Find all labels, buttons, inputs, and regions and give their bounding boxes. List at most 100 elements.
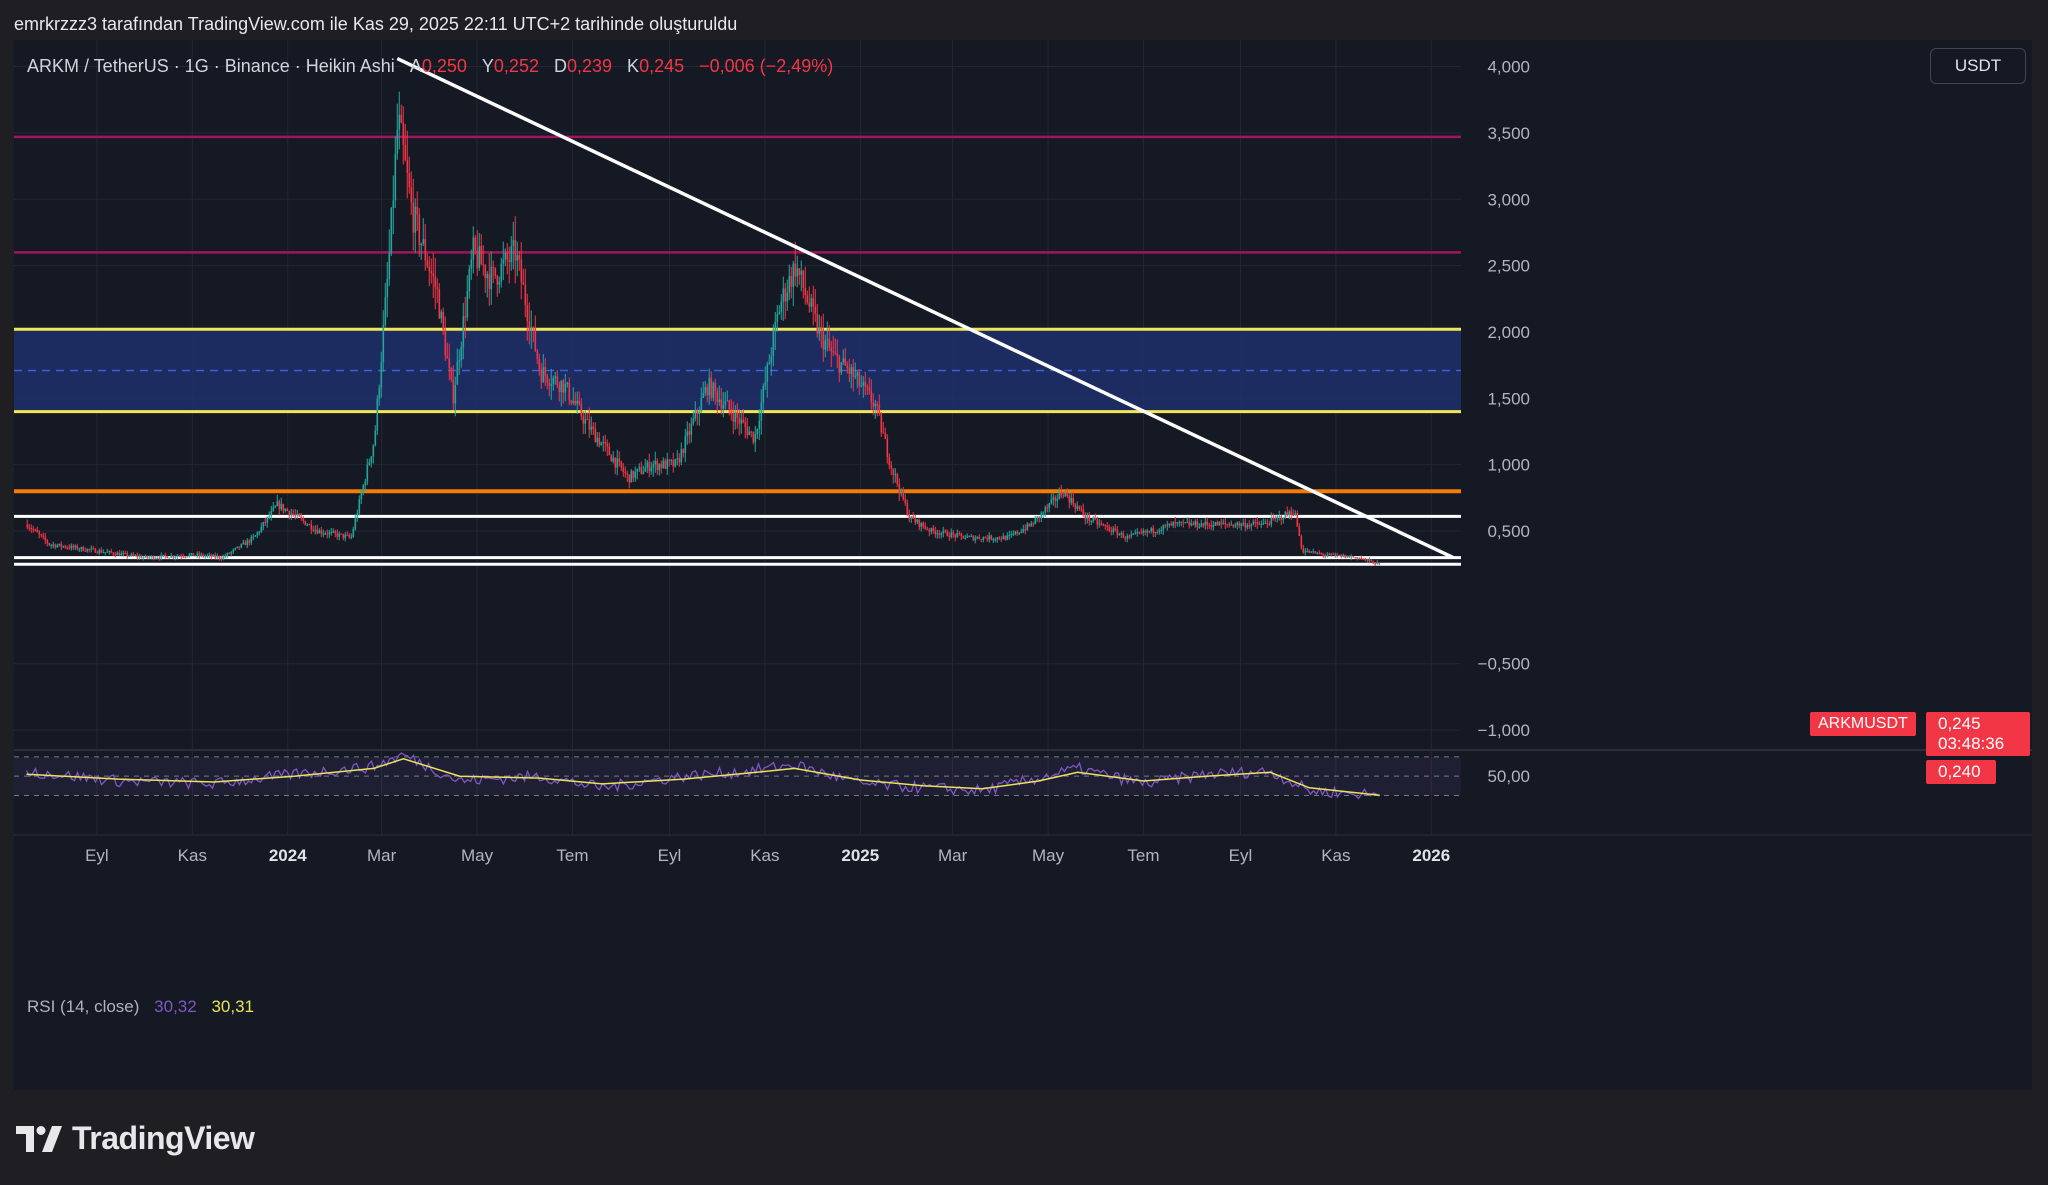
x-tick-label: Tem: [556, 846, 588, 865]
candle-body: [538, 358, 541, 370]
candle-body: [172, 555, 175, 558]
candle-body: [704, 387, 707, 394]
candle-body: [892, 468, 895, 475]
candle-body: [920, 522, 923, 527]
candle-body: [230, 551, 233, 554]
y-tick-label: 3,500: [1487, 124, 1530, 143]
candle-body: [116, 552, 119, 556]
candle-body: [488, 274, 491, 290]
candle-body: [222, 556, 225, 559]
candle-body: [498, 281, 501, 285]
candle-body: [934, 531, 937, 535]
candle-body: [210, 554, 213, 557]
candle-body: [1224, 522, 1227, 524]
candle-body: [520, 259, 523, 283]
candle-body: [668, 459, 671, 461]
candle-body: [702, 393, 705, 398]
candle-body: [558, 385, 561, 392]
candle-body: [94, 548, 97, 553]
candle-body: [1306, 550, 1309, 552]
candle-body: [1098, 523, 1101, 525]
candle-body: [630, 470, 633, 483]
candle-body: [296, 514, 299, 516]
candle-body: [260, 526, 263, 532]
candle-body: [286, 509, 289, 511]
candle-body: [992, 539, 995, 541]
low-price-tag: 0,240: [1926, 760, 1996, 784]
candle-body: [1088, 515, 1091, 522]
candle-body: [1222, 522, 1225, 524]
candle-body: [1316, 552, 1319, 554]
candle-body: [370, 456, 373, 463]
candle-body: [1150, 528, 1153, 532]
trendline[interactable]: [396, 56, 1454, 560]
candle-body: [80, 547, 83, 550]
candle-body: [1112, 528, 1115, 532]
candle-body: [748, 431, 751, 435]
legend-low-label: D: [553, 56, 567, 76]
price-series[interactable]: [26, 91, 1381, 566]
candle-body: [904, 499, 907, 504]
candle-body: [1206, 521, 1209, 525]
candle-body: [1378, 562, 1381, 564]
candle-body: [1312, 551, 1315, 553]
candle-body: [672, 460, 675, 467]
candle-body: [832, 351, 835, 353]
candle-body: [740, 419, 743, 424]
candle-body: [784, 288, 787, 302]
candle-body: [514, 240, 517, 261]
candle-body: [1342, 555, 1345, 558]
time-axis[interactable]: Eyl Kas 2024 Mar May Tem Eyl Kas 2025 Mar May Tem Ey…: [14, 834, 2032, 865]
candle-body: [864, 381, 867, 387]
candle-body: [1256, 522, 1259, 525]
candle-body: [64, 546, 67, 548]
candle-body: [986, 538, 989, 540]
candle-body: [212, 554, 215, 557]
candle-body: [1110, 530, 1113, 532]
candle-body: [1242, 523, 1245, 525]
candle-body: [1060, 491, 1063, 496]
legend-open-label: A: [409, 56, 422, 76]
candle-body: [420, 243, 423, 246]
candle-body: [834, 352, 837, 354]
candle-body: [844, 358, 847, 366]
candle-body: [170, 555, 173, 558]
candle-body: [152, 556, 155, 559]
candle-body: [1042, 512, 1045, 514]
candle-body: [1332, 553, 1335, 555]
candle-body: [1346, 555, 1349, 558]
candle-body: [612, 457, 615, 462]
candle-body: [1344, 555, 1347, 558]
candle-body: [1198, 526, 1201, 528]
candle-body: [560, 380, 563, 392]
candle-body: [1262, 522, 1265, 524]
candle-body: [378, 387, 381, 399]
candle-body: [706, 387, 709, 396]
candle-body: [810, 298, 813, 307]
price-axis[interactable]: 4,000 3,500 3,000 2,500 2,000 1,500 1,000 0,500…: [1478, 58, 1530, 741]
candle-body: [1032, 523, 1035, 525]
candle-body: [710, 377, 713, 398]
candle-body: [916, 519, 919, 523]
x-tick-label: 2026: [1412, 846, 1450, 865]
price-chart[interactable]: 4,000 3,500 3,000 2,500 2,000 1,500 1,000 0,500…: [14, 40, 2032, 1090]
currency-unit-button[interactable]: USDT: [1930, 48, 2026, 84]
candle-body: [690, 423, 693, 435]
candle-body: [72, 545, 75, 548]
candle-body: [292, 513, 295, 515]
candle-body: [248, 540, 251, 543]
candle-body: [1130, 534, 1133, 537]
candle-body: [34, 529, 37, 531]
candle-body: [1166, 524, 1169, 526]
candle-body: [770, 356, 773, 363]
candle-body: [1116, 529, 1119, 536]
candle-body: [948, 536, 951, 538]
candle-body: [220, 558, 223, 560]
rsi-axis-label: 50,00: [1487, 767, 1530, 786]
candle-body: [1118, 534, 1121, 536]
tradingview-logo[interactable]: TradingView: [16, 1120, 255, 1157]
candle-body: [336, 533, 339, 537]
rsi-pane[interactable]: 50,00: [14, 749, 2032, 800]
candle-body: [186, 556, 189, 558]
candle-body: [294, 514, 297, 516]
